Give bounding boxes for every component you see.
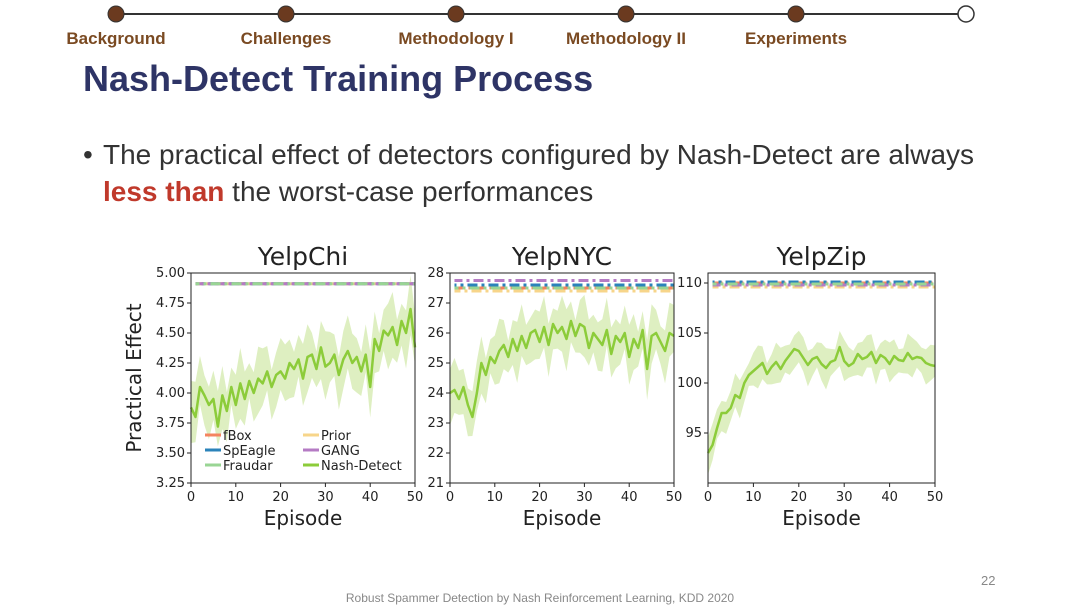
x-tick-label: 40 [621,490,638,505]
bullet-highlight: less than [103,176,225,207]
nash-detect-line [449,319,675,419]
x-tick-label: 50 [407,490,424,505]
chart-title: YelpNYC [511,242,612,271]
x-tick-label: 30 [576,490,593,505]
progress-dot-1[interactable] [107,5,125,23]
x-tick-label: 10 [745,490,762,505]
progress-dot-2[interactable] [277,5,295,23]
x-tick-label: 20 [272,490,289,505]
chart-yelpnyc: YelpNYC 0 10 20 30 40 50 28 27 26 25 24 23 22 21 Episod… [427,242,682,530]
legend-label: Prior [321,429,352,444]
bullet-text-pre: The practical effect of detectors config… [103,139,975,170]
chart-title: YelpZip [775,242,866,271]
legend-label: SpEagle [223,444,276,459]
nash-detect-line [706,345,936,454]
y-tick-label: 100 [677,376,702,391]
page-number: 22 [981,573,996,588]
y-tick-label: 22 [427,446,444,461]
x-axis-label: Episode [523,506,602,530]
nash-detect-line [189,307,417,428]
step-label-challenges[interactable]: Challenges [240,29,332,48]
plot-frame [449,272,675,484]
legend-label: Fraudar [223,459,273,474]
nash-detect-band [708,330,935,475]
footer-text: Robust Spammer Detection by Nash Reinfor… [345,591,735,605]
bullet-text: The practical effect of detectors config… [103,136,1013,210]
x-tick-label: 20 [531,490,548,505]
legend-label: Nash-Detect [321,459,402,474]
chart-title: YelpChi [257,242,348,271]
y-tick-label: 24 [427,386,444,401]
y-tick-label: 4.75 [156,296,185,311]
y-tick-label: 4.00 [156,386,185,401]
x-tick-label: 0 [187,490,195,505]
progress-dot-3[interactable] [447,5,465,23]
y-tick-label: 23 [427,416,444,431]
y-tick-label: 21 [427,476,444,491]
x-tick-label: 50 [666,490,683,505]
step-label-background[interactable]: Background [66,29,166,48]
x-tick-label: 0 [446,490,454,505]
legend-label: fBox [223,429,252,444]
x-tick-label: 0 [704,490,712,505]
nash-detect-band [191,275,415,447]
chart-yelpchi: YelpChi 0 10 20 30 40 50 5.00 4.75 4.50 4.25 4.00 3.… [122,242,423,530]
y-tick-label: 25 [427,356,444,371]
plot-frame [707,272,936,484]
y-tick-label: 3.50 [156,446,185,461]
x-tick-label: 10 [487,490,504,505]
slide-title: Nash-Detect Training Process [83,58,594,99]
x-tick-label: 50 [927,490,944,505]
bullet-dot-icon: • [83,139,93,170]
step-label-methodology-1[interactable]: Methodology I [398,29,514,48]
y-tick-label: 4.25 [156,356,185,371]
plot-frame [190,272,416,484]
x-tick-label: 10 [228,490,245,505]
y-tick-label: 27 [427,296,444,311]
step-label-methodology-2[interactable]: Methodology II [566,29,686,48]
y-tick-label: 3.25 [156,476,185,491]
x-tick-label: 30 [836,490,853,505]
y-tick-label: 3.75 [156,416,185,431]
nash-detect-band [450,294,674,437]
step-label-experiments[interactable]: Experiments [744,29,848,48]
y-tick-label: 95 [685,426,702,441]
x-axis-label: Episode [264,506,343,530]
legend-label: GANG [321,444,360,459]
y-axis-label: Practical Effect [122,303,146,452]
bullet-text-post: the worst-case performances [224,176,594,207]
y-tick-label: 26 [427,326,444,341]
y-tick-label: 4.50 [156,326,185,341]
y-tick-label: 5.00 [156,266,185,281]
bullet-point: • The practical effect of detectors conf… [83,136,1013,210]
chart-yelpzip: YelpZip 0 10 20 30 40 50 110 105 100 95 Episode [677,242,943,530]
progress-track [107,5,975,23]
y-tick-label: 105 [677,326,702,341]
progress-dot-4[interactable] [617,5,635,23]
x-tick-label: 30 [317,490,334,505]
progress-dot-5[interactable] [787,5,805,23]
progress-dot-end[interactable] [957,5,975,23]
x-axis-label: Episode [782,506,861,530]
y-tick-label: 110 [677,276,702,291]
charts-figure: YelpChi 0 10 20 30 40 50 5.00 4.75 4.50 4.25 4.00 3.… [122,242,943,530]
progress-bar: Background Challenges Methodology I Meth… [0,0,1080,56]
x-tick-label: 20 [791,490,808,505]
x-tick-label: 40 [362,490,379,505]
y-tick-label: 28 [427,266,444,281]
x-tick-label: 40 [881,490,898,505]
